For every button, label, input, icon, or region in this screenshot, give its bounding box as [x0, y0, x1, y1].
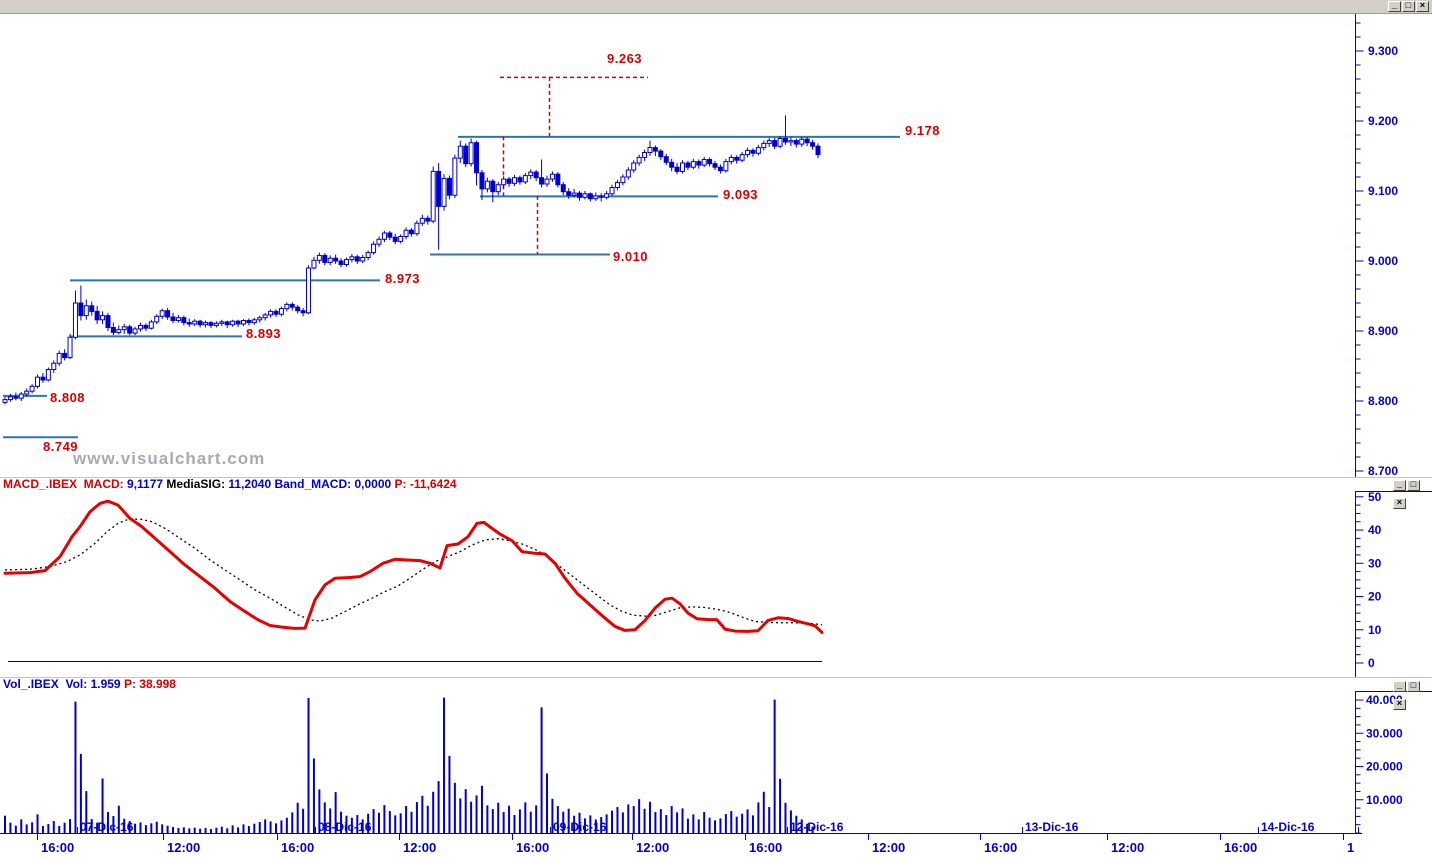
chart-window-titlebar[interactable]: .IBEX - IBEX 35 INDEX - 15 m Dif. %: -0,…: [0, 0, 1432, 14]
svg-text:07-Dic-16: 07-Dic-16: [80, 820, 134, 834]
svg-text:12-Dic-16: 12-Dic-16: [790, 820, 844, 834]
volume-minimize-button[interactable]: _: [1393, 681, 1406, 692]
title-segment: P: -11,6424: [394, 477, 457, 491]
macd-panel-title: MACD_.IBEX MACD: 9,1177 MediaSIG: 11,204…: [3, 478, 457, 491]
svg-text:16:00: 16:00: [41, 840, 74, 855]
svg-text:14-Dic-16: 14-Dic-16: [1261, 820, 1315, 834]
svg-text:09-Dic-16: 09-Dic-16: [553, 820, 607, 834]
svg-text:12:00: 12:00: [167, 840, 200, 855]
svg-text:30.000: 30.000: [1366, 726, 1403, 740]
macd-panel-controls: _ □×: [1392, 480, 1432, 516]
svg-text:16:00: 16:00: [281, 840, 314, 855]
svg-text:30: 30: [1368, 556, 1382, 570]
svg-text:9.000: 9.000: [1368, 254, 1398, 268]
svg-text:9.093: 9.093: [723, 187, 758, 202]
svg-text:16:00: 16:00: [516, 840, 549, 855]
title-segment: P: 38.998: [123, 677, 176, 691]
volume-panel-title: Vol_.IBEX Vol: 1.959 P: 38.998: [3, 678, 176, 691]
panel-separators: [0, 477, 1432, 678]
volume-maximize-button[interactable]: □: [1407, 681, 1420, 692]
svg-text:12:00: 12:00: [872, 840, 905, 855]
macd-axis[interactable]: 50 40 30 20 10 0: [1355, 490, 1432, 677]
svg-text:20: 20: [1368, 590, 1382, 604]
svg-text:12:00: 12:00: [636, 840, 669, 855]
title-segment: MediaSIG:: [163, 477, 229, 491]
title-segment: Band_MACD: 0,0000: [271, 477, 395, 491]
svg-text:9.263: 9.263: [607, 51, 642, 66]
svg-text:9.010: 9.010: [613, 249, 648, 264]
svg-text:10: 10: [1368, 623, 1382, 637]
candlestick-series[interactable]: [2, 115, 821, 405]
price-levels: 9.263 9.178 9.093 9.010 8.973 8.893 8.808 8.749: [3, 51, 940, 454]
main-window-controls: _ □ ×: [1387, 1, 1429, 19]
svg-text:12:00: 12:00: [403, 840, 436, 855]
svg-text:50: 50: [1368, 490, 1382, 504]
svg-text:8.700: 8.700: [1368, 464, 1398, 478]
svg-text:8.808: 8.808: [50, 390, 85, 405]
svg-text:16:00: 16:00: [1224, 840, 1257, 855]
svg-text:10.000: 10.000: [1366, 793, 1403, 807]
price-axis[interactable]: 9.300 9.200 9.100 9.000 8.900 8.800 8.700: [1355, 14, 1399, 478]
svg-text:9.200: 9.200: [1368, 114, 1398, 128]
svg-text:16:00: 16:00: [749, 840, 782, 855]
close-button[interactable]: ×: [1416, 1, 1429, 12]
svg-text:20.000: 20.000: [1366, 760, 1403, 774]
volume-panel-controls: _ □×: [1392, 681, 1432, 717]
svg-text:13-Dic-16: 13-Dic-16: [1025, 820, 1079, 834]
svg-text:1: 1: [1347, 840, 1354, 855]
svg-text:9.300: 9.300: [1368, 44, 1398, 58]
svg-text:8.900: 8.900: [1368, 324, 1398, 338]
svg-text:9.178: 9.178: [905, 123, 940, 138]
svg-text:12:00: 12:00: [1111, 840, 1144, 855]
svg-text:8.800: 8.800: [1368, 394, 1398, 408]
svg-text:40: 40: [1368, 523, 1382, 537]
title-segment: MACD_.IBEX MACD:: [3, 477, 128, 491]
visualchart-watermark: www.visualchart.com: [73, 449, 266, 468]
macd-minimize-button[interactable]: _: [1393, 480, 1406, 491]
svg-text:8.749: 8.749: [43, 439, 78, 454]
svg-text:08-Dic-16: 08-Dic-16: [318, 820, 372, 834]
title-segment: 9,1177: [127, 477, 164, 491]
time-axis[interactable]: 16:00 12:00 16:00 12:00 16:00 12:00 16:00 12:00…: [0, 820, 1362, 855]
volume-close-button[interactable]: ×: [1393, 699, 1406, 710]
title-segment: Vol_.IBEX Vol: 1.959: [3, 677, 124, 691]
maximize-button[interactable]: □: [1402, 1, 1415, 12]
macd-close-button[interactable]: ×: [1393, 498, 1406, 509]
svg-text:16:00: 16:00: [984, 840, 1017, 855]
svg-text:8.973: 8.973: [385, 271, 420, 286]
macd-indicator[interactable]: [3, 499, 824, 662]
title-segment: 11,2040: [228, 477, 272, 491]
minimize-button[interactable]: _: [1388, 1, 1401, 12]
svg-text:9.100: 9.100: [1368, 184, 1398, 198]
macd-maximize-button[interactable]: □: [1407, 480, 1420, 491]
svg-text:8.893: 8.893: [246, 326, 281, 341]
volume-series[interactable]: [4, 697, 814, 833]
svg-text:0: 0: [1368, 656, 1375, 670]
